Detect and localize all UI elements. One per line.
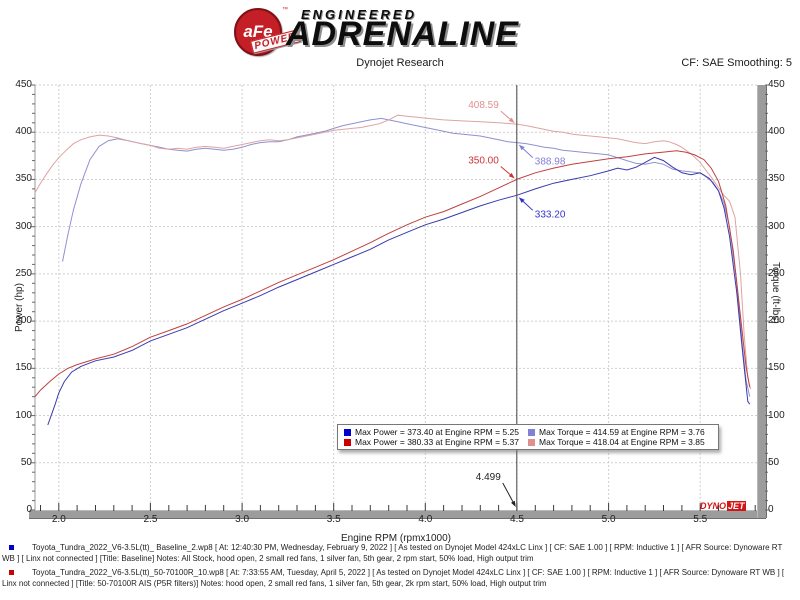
legend-entry: Max Torque = 418.04 at Engine RPM = 3.85 [528,437,718,447]
y-tick-label-left: 200 [15,315,32,327]
y-tick-label-left: 350 [15,173,32,185]
plot-right-frame-bar [757,85,767,518]
legend-entry: Max Power = 373.40 at Engine RPM = 5.25 [344,427,528,437]
legend-entry: Max Power = 380.33 at Engine RPM = 5.37 [344,437,528,447]
y-tick-label-right: 50 [768,456,780,468]
dynojet-logo: DYNO JET [700,501,746,511]
baseline-torque-curve [62,117,751,397]
cursor-value-label: 388.98 [535,157,566,168]
run-color-bullet [9,570,14,575]
y-tick-label-left: 300 [15,220,32,232]
x-tick-label: 3.5 [326,514,341,525]
cursor-value-label: 350.00 [468,155,499,166]
axis-ticks [30,84,770,511]
chart-legend: Max Power = 373.40 at Engine RPM = 5.25 M… [337,424,719,450]
x-tick-label: 2.0 [51,514,66,525]
cursor-value-label: 408.59 [468,100,499,111]
legend-marker [528,438,535,446]
x-tick-label: 5.5 [693,514,708,525]
ais-power-curve [34,150,751,398]
y-tick-label-right: 0 [768,504,774,515]
ais-torque-curve [34,114,752,390]
brand-adrenaline-text: ADRENALINE [286,15,519,53]
plot-bottom-frame-bar [29,510,766,519]
y-tick-label-right: 250 [768,267,785,279]
cursor-annotations: 408.59 388.98 350.00 333.20 4.499 [468,100,566,507]
run-file-entry: Toyota_Tundra_2022_V6-3.5L(tt)_ Baseline… [2,543,797,564]
y-tick-label-right: 450 [768,79,785,90]
dynojet-logo-dyno: DYNO [700,501,727,511]
run-file-entry: Toyota_Tundra_2022_V6-3.5L(tt)_50-70100R… [2,568,797,589]
x-axis-title: Engine RPM (rpmx1000) [340,533,452,544]
x-tick-label: 4.5 [509,514,524,525]
x-tick-label: 5.0 [601,514,616,525]
smoothing-setting: CF: SAE Smoothing: 5 [681,57,792,69]
run-info-footer: Toyota_Tundra_2022_V6-3.5L(tt)_ Baseline… [2,543,797,593]
afe-power-logo: aFe ™ POWER [228,4,323,60]
x-tick-label: 2.5 [143,514,158,525]
legend-marker [528,428,535,436]
legend-marker [344,438,351,446]
legend-text: Max Torque = 418.04 at Engine RPM = 3.85 [539,437,705,447]
run-file-info: Toyota_Tundra_2022_V6-3.5L(tt)_ Baseline… [2,543,783,563]
legend-marker [344,428,351,436]
cursor-rpm-label: 4.499 [476,472,501,483]
x-tick-label: 3.0 [235,514,250,525]
legend-text: Max Power = 380.33 at Engine RPM = 5.37 [355,437,519,447]
trademark-symbol: ™ [282,7,288,13]
run-file-info: Toyota_Tundra_2022_V6-3.5L(tt)_50-70100R… [2,568,785,588]
cursor-value-label: 333.20 [535,209,566,220]
y-tick-label-left: 450 [15,79,32,90]
y-tick-label-left: 150 [15,362,32,374]
y-tick-label-right: 200 [768,315,785,327]
y-tick-label-left: 50 [20,456,32,468]
legend-entry: Max Torque = 414.59 at Engine RPM = 3.76 [528,427,718,437]
y-tick-label-right: 300 [768,220,785,232]
y-tick-label-right: 400 [768,126,785,138]
y-tick-label-right: 100 [768,409,785,421]
x-tick-label: 4.0 [418,514,433,525]
y-tick-label-left: 400 [15,126,32,138]
baseline-power-curve [47,156,751,426]
y-tick-label-left: 100 [15,409,32,421]
y-tick-label-left: 0 [26,504,32,515]
dynojet-logo-jet: JET [727,501,746,511]
legend-text: Max Torque = 414.59 at Engine RPM = 3.76 [539,427,705,437]
y-tick-label-left: 250 [15,267,32,279]
run-color-bullet [9,545,14,550]
y-tick-label-right: 150 [768,362,785,374]
report-title: Dynojet Research [356,57,444,69]
legend-text: Max Power = 373.40 at Engine RPM = 5.25 [355,427,519,437]
y-tick-label-right: 350 [768,173,785,185]
brand-engineered-text: ENGINEERED [301,7,417,22]
